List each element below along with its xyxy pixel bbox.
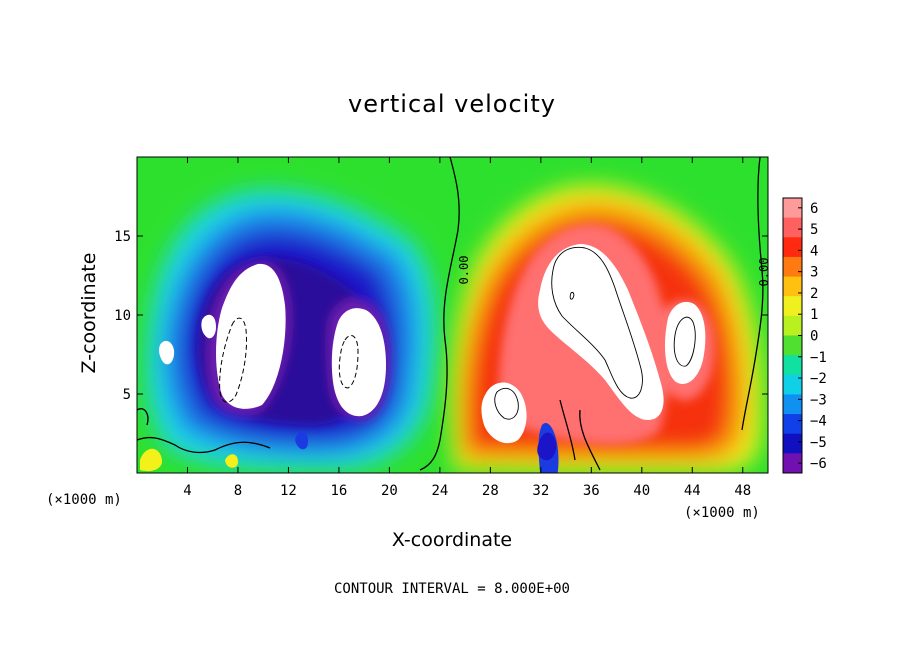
colorbar-tick-label: 3: [810, 265, 818, 281]
x-tick-label: 48: [734, 483, 751, 499]
chart-title: vertical velocity: [348, 90, 556, 118]
colorbar-swatch: [783, 453, 802, 474]
plot-area: 0.00 0.00: [137, 157, 771, 473]
contour-label-left: 0.00: [457, 256, 471, 285]
colorbar-tick-label: 2: [810, 286, 818, 302]
colorbar-swatch: [783, 276, 802, 297]
x-tick-label: 12: [280, 483, 297, 499]
x-tick-label: 16: [330, 483, 347, 499]
colorbar-tick-label: 5: [810, 222, 818, 238]
contour-interval-note: CONTOUR INTERVAL = 8.000E+00: [334, 581, 570, 597]
colorbar-tick-label: −2: [810, 371, 827, 387]
y-tick-label: 15: [114, 229, 131, 245]
colorbar-swatch: [783, 198, 802, 219]
colorbar-swatch: [783, 414, 802, 435]
colorbar-swatch: [783, 433, 802, 454]
colorbar-swatch: [783, 355, 802, 376]
colorbar-swatch: [783, 394, 802, 415]
colorbar-tick-label: −6: [810, 456, 827, 472]
x-tick-label: 40: [633, 483, 650, 499]
x-tick-label: 4: [183, 483, 191, 499]
colorbar-tick-label: −1: [810, 350, 827, 366]
y-axis-label: Z-coordinate: [78, 253, 100, 374]
x-tick-label: 28: [482, 483, 499, 499]
colorbar-swatch: [783, 296, 802, 317]
colorbar-tick-label: 1: [810, 307, 818, 323]
colorbar-swatch: [783, 217, 802, 238]
x-tick-label: 20: [381, 483, 398, 499]
x-axis-label: X-coordinate: [392, 529, 512, 551]
colorbar-swatch: [783, 315, 802, 336]
y-tick-label: 10: [114, 308, 131, 324]
colorbar-tick-label: 4: [810, 243, 818, 259]
x-tick-label: 24: [431, 483, 448, 499]
colorbar-swatch: [783, 374, 802, 395]
x-tick-label: 8: [234, 483, 242, 499]
colorbar-swatch: [783, 256, 802, 278]
colorbar-tick-label: 0: [810, 329, 818, 345]
colorbar-tick-label: −5: [810, 435, 827, 451]
colorbar-tick-label: −3: [810, 392, 827, 408]
x-unit-left: (×1000 m): [46, 492, 122, 508]
colorbar: 6 5 4 3 2 1 0 −1 −2 −3 −4 −5 −6: [782, 197, 827, 474]
colorbar-tick-label: −4: [810, 414, 827, 430]
x-tick-label: 32: [532, 483, 549, 499]
x-tick-label: 44: [684, 483, 701, 499]
colorbar-swatch: [783, 237, 802, 258]
colorbar-tick-label: 6: [810, 201, 818, 217]
colorbar-swatch: [783, 335, 802, 356]
y-axis-ticks: 5 10 15: [114, 229, 768, 403]
x-axis-ticks: 4 8 12 16 20 24 28 32 36 40 44 48: [183, 157, 751, 499]
x-unit-right: (×1000 m): [684, 505, 760, 521]
x-tick-label: 36: [583, 483, 600, 499]
contour-label-right: 0.00: [757, 258, 771, 287]
y-tick-label: 5: [123, 387, 131, 403]
